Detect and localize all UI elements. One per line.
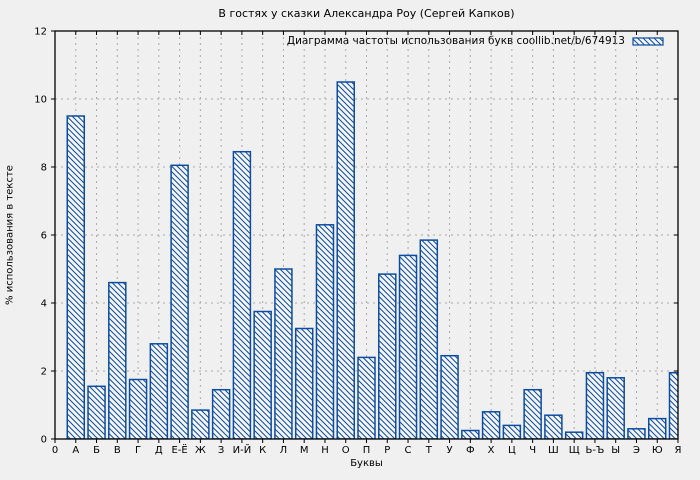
svg-text:В: В <box>114 445 121 456</box>
svg-text:Э: Э <box>633 445 640 456</box>
svg-text:У: У <box>447 445 453 456</box>
svg-text:С: С <box>405 445 412 456</box>
svg-text:Т: Т <box>425 445 433 456</box>
svg-text:Л: Л <box>280 445 288 456</box>
bar-Л <box>274 268 293 439</box>
axis-ticks <box>51 30 679 443</box>
svg-text:Ф: Ф <box>466 445 475 456</box>
svg-text:0: 0 <box>52 445 58 456</box>
svg-text:М: М <box>300 445 309 456</box>
x-axis-label: Буквы <box>350 458 383 469</box>
svg-text:Ь-Ъ: Ь-Ъ <box>586 445 605 456</box>
svg-text:Ы: Ы <box>611 445 620 456</box>
svg-text:Е-Ё: Е-Ё <box>171 443 187 456</box>
bar-Н <box>315 224 335 439</box>
bar-Ы <box>606 377 625 439</box>
svg-text:Р: Р <box>384 445 390 456</box>
svg-text:6: 6 <box>41 231 47 242</box>
chart-title: В гостях у сказки Александра Роу (Сергей… <box>218 7 515 20</box>
bar-Ь-Ъ <box>585 371 605 439</box>
svg-text:О: О <box>342 445 350 456</box>
bar-К <box>253 310 272 439</box>
svg-text:4: 4 <box>41 299 47 310</box>
bar-С <box>398 254 418 439</box>
svg-text:Д: Д <box>155 445 163 456</box>
y-tick-labels: 0 2 4 6 8 10 12 <box>34 27 47 446</box>
bar-Т <box>419 239 439 439</box>
svg-text:Х: Х <box>488 445 495 456</box>
svg-text:Н: Н <box>321 445 329 456</box>
svg-text:Ю: Ю <box>652 445 663 456</box>
svg-text:2: 2 <box>41 367 47 378</box>
bar-В <box>108 281 127 439</box>
svg-text:Ч: Ч <box>529 445 536 456</box>
bar-Ю <box>647 417 667 439</box>
svg-text:Ш: Ш <box>548 445 559 456</box>
bar-Щ <box>564 431 584 439</box>
legend-label: Диаграмма частоты использования букв coo… <box>286 35 625 47</box>
svg-text:10: 10 <box>34 95 47 106</box>
bar-Ц <box>502 424 522 439</box>
svg-text:З: З <box>218 445 224 456</box>
bar-Г <box>128 378 148 439</box>
svg-text:К: К <box>259 445 266 456</box>
svg-text:Ж: Ж <box>195 445 206 456</box>
bar-Д <box>149 343 169 439</box>
bar-П <box>357 356 376 439</box>
bar-Я <box>668 371 678 439</box>
bar-У <box>440 354 459 439</box>
svg-text:А: А <box>72 445 79 456</box>
bar-Ш <box>544 414 563 439</box>
bars <box>66 81 678 439</box>
svg-text:Ц: Ц <box>508 445 516 456</box>
svg-text:0: 0 <box>41 435 47 446</box>
svg-text:П: П <box>363 445 371 456</box>
bar-Е-Ё <box>170 164 189 439</box>
svg-text:Б: Б <box>93 445 100 456</box>
svg-text:Г: Г <box>135 445 141 456</box>
svg-text:Щ: Щ <box>569 445 580 456</box>
bar-Ф <box>461 429 480 439</box>
bar-Р <box>378 273 397 439</box>
bar-Ч <box>523 388 542 439</box>
bar-И-Й <box>232 150 252 439</box>
x-tick-labels: 0 А Б В Г Д Е-Ё Ж З И-Й К Л М Н О П Р С Т У Ф Х Ц Ч Ш Щ Ь-Ъ Ы Э Ю Я <box>52 443 682 456</box>
bar-Э <box>627 428 646 439</box>
bar-Б <box>87 385 106 439</box>
bar-З <box>211 388 231 439</box>
bar-Х <box>481 411 501 439</box>
svg-text:Я: Я <box>675 445 682 456</box>
bar-М <box>294 327 314 439</box>
bar-Ж <box>191 409 210 439</box>
svg-text:8: 8 <box>41 163 47 174</box>
legend-swatch <box>632 37 664 46</box>
svg-text:12: 12 <box>34 27 47 38</box>
bar-А <box>66 115 86 439</box>
bar-О <box>336 81 355 439</box>
svg-text:И-Й: И-Й <box>233 443 252 456</box>
